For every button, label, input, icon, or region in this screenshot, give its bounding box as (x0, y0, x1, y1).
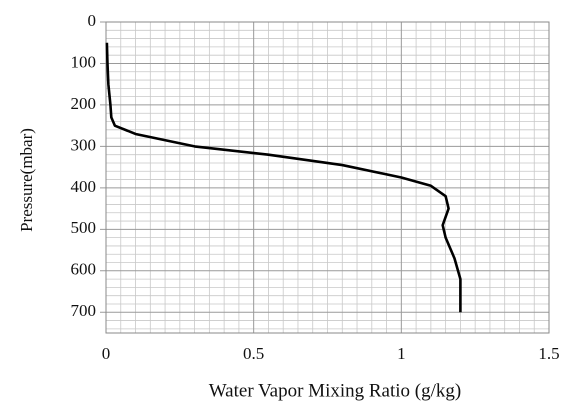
y-tick-label: 0 (88, 11, 97, 30)
y-tick-label: 400 (71, 177, 97, 196)
y-tick-label: 600 (71, 260, 97, 279)
x-tick-label: 0.5 (243, 344, 264, 363)
y-tick-label: 200 (71, 94, 97, 113)
x-tick-label: 1.5 (538, 344, 559, 363)
x-axis-label: Water Vapor Mixing Ratio (g/kg) (209, 380, 461, 401)
y-tick-label: 300 (71, 135, 97, 154)
y-tick-label: 500 (71, 218, 97, 237)
data-line (105, 42, 462, 313)
x-tick-label: 0 (102, 344, 111, 363)
plot-border (105, 21, 550, 334)
x-tick-label: 1 (397, 344, 406, 363)
y-tick-label: 100 (71, 52, 97, 71)
y-tick-label: 700 (71, 301, 97, 320)
y-axis-label: Pressure(mbar) (17, 128, 36, 232)
